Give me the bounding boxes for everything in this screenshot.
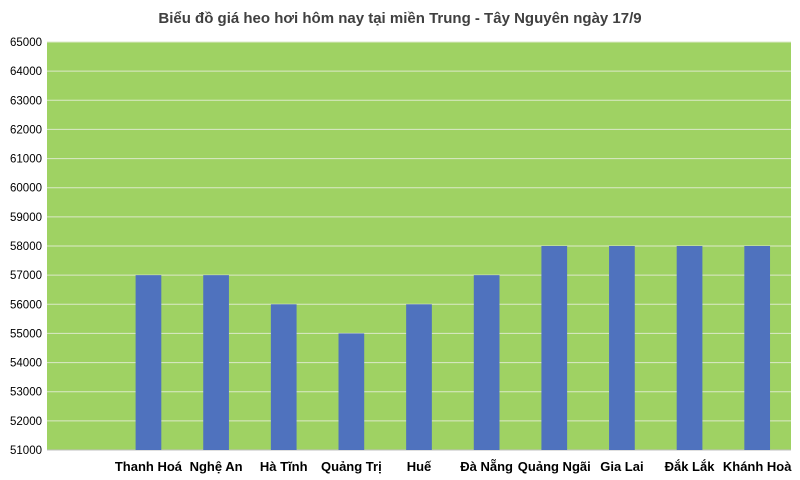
x-tick-label: Hà Tĩnh [260, 459, 308, 474]
bar [203, 275, 229, 450]
y-tick-label: 63000 [10, 95, 42, 107]
bar [135, 275, 162, 450]
bar [406, 304, 432, 450]
x-tick-label: Đà Nẵng [460, 459, 513, 474]
x-tick-label: Đắk Lắk [665, 459, 716, 474]
y-tick-label: 54000 [10, 358, 42, 370]
bar [744, 246, 771, 450]
bar [270, 304, 297, 450]
bar [473, 275, 500, 450]
y-tick-label: 52000 [10, 416, 42, 428]
y-tick-label: 55000 [10, 328, 42, 340]
y-tick-label: 59000 [10, 212, 42, 224]
x-tick-label: Khánh Hoà [723, 459, 792, 474]
y-tick-label: 65000 [10, 37, 42, 49]
y-tick-label: 64000 [10, 66, 42, 78]
x-tick-label: Thanh Hoá [115, 459, 183, 474]
bar [676, 246, 703, 450]
y-tick-label: 53000 [10, 387, 42, 399]
x-tick-label: Quảng Trị [321, 459, 382, 474]
x-tick-label: Nghệ An [190, 459, 243, 474]
bar [338, 333, 365, 450]
y-tick-label: 62000 [10, 124, 42, 136]
y-tick-label: 51000 [10, 445, 42, 457]
y-tick-label: 61000 [10, 154, 42, 166]
y-tick-label: 58000 [10, 241, 42, 253]
bar [609, 246, 635, 450]
y-tick-label: 60000 [10, 183, 42, 195]
bar [541, 246, 568, 450]
x-tick-label: Gia Lai [600, 459, 643, 474]
chart-title: Biểu đồ giá heo hơi hôm nay tại miền Tru… [158, 10, 642, 27]
x-tick-label: Quảng Ngãi [518, 459, 591, 474]
x-tick-label: Huế [407, 459, 432, 474]
y-tick-label: 56000 [10, 299, 42, 311]
y-tick-label: 57000 [10, 270, 42, 282]
